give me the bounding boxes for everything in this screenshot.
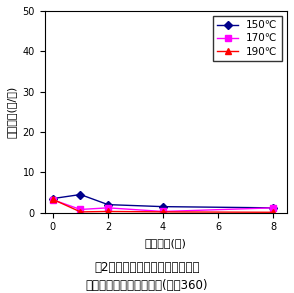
X-axis label: 処理時間(分): 処理時間(分) — [145, 238, 187, 248]
Line: 150℃: 150℃ — [50, 192, 276, 211]
150℃ — [161, 205, 165, 208]
150℃ — [106, 203, 110, 206]
170℃ — [51, 198, 55, 202]
190℃ — [79, 210, 82, 214]
170℃ — [161, 210, 165, 213]
Text: 図2　加熱温度および加熱時間が: 図2 加熱温度および加熱時間が — [94, 261, 200, 274]
190℃ — [51, 197, 55, 201]
170℃ — [272, 206, 275, 209]
150℃ — [51, 197, 55, 200]
Text: 渋皮劑皮性に及ぼす影響(働士360): 渋皮劑皮性に及ぼす影響(働士360) — [86, 279, 208, 292]
Y-axis label: 劑皮時間(分/果): 劑皮時間(分/果) — [7, 86, 17, 138]
Legend: 150℃, 170℃, 190℃: 150℃, 170℃, 190℃ — [213, 16, 282, 61]
Line: 190℃: 190℃ — [50, 197, 276, 215]
150℃ — [79, 193, 82, 196]
Line: 170℃: 170℃ — [50, 197, 276, 214]
150℃ — [272, 206, 275, 209]
170℃ — [79, 208, 82, 211]
190℃ — [161, 210, 165, 214]
190℃ — [272, 211, 275, 214]
190℃ — [106, 210, 110, 213]
170℃ — [106, 206, 110, 209]
